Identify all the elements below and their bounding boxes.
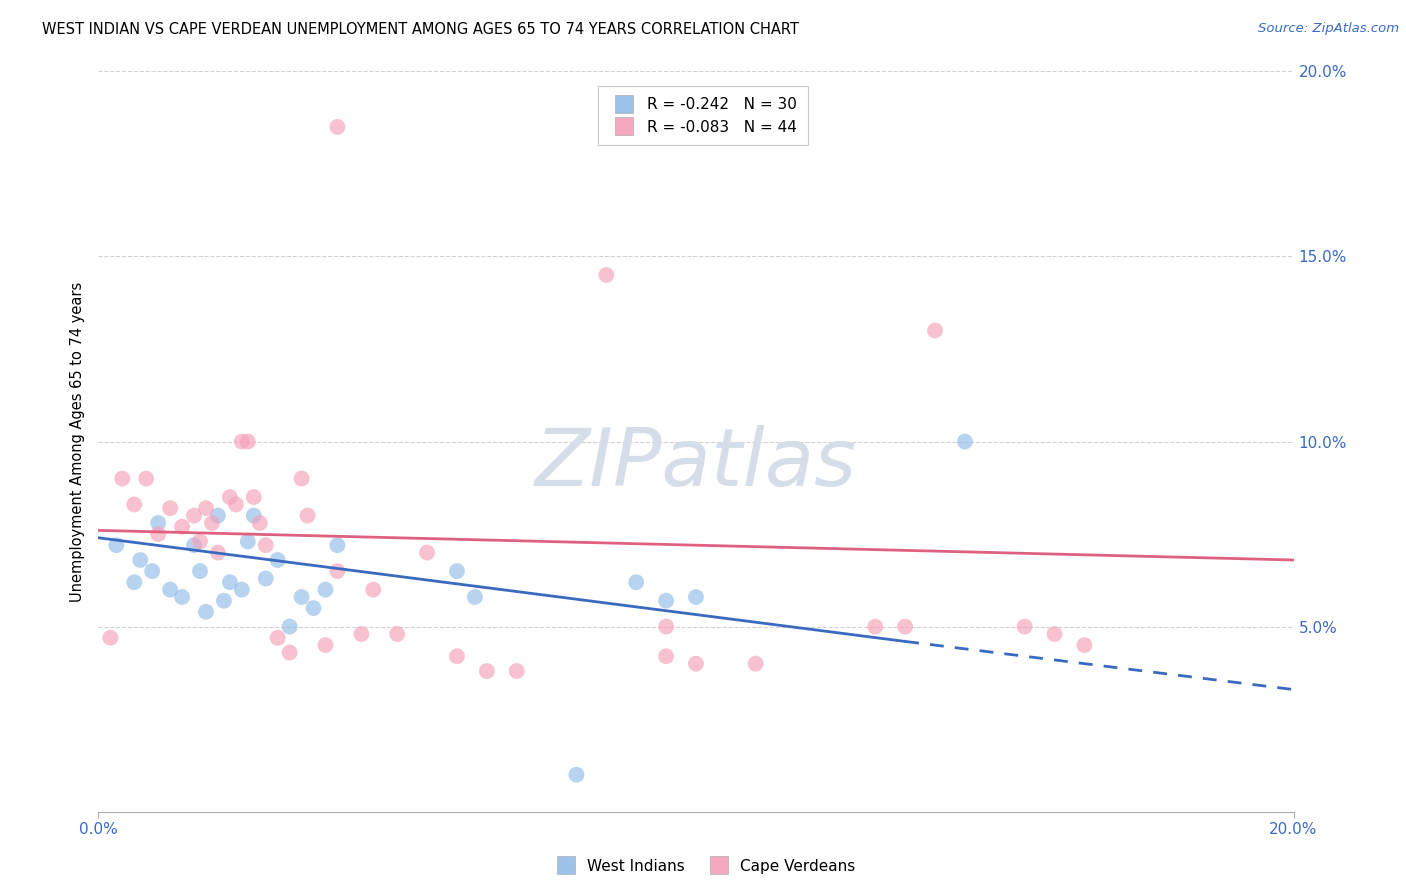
Point [865, 619, 887, 633]
Point [219, 490, 242, 504]
Point [302, 601, 325, 615]
Point [685, 590, 707, 604]
Point [655, 619, 678, 633]
Point [464, 590, 486, 604]
Point [135, 472, 157, 486]
Point [685, 657, 707, 671]
Point [201, 516, 224, 530]
Point [212, 593, 235, 607]
Point [350, 627, 373, 641]
Point [249, 516, 271, 530]
Point [172, 519, 194, 533]
Point [297, 508, 319, 523]
Point [148, 516, 170, 530]
Point [148, 527, 170, 541]
Point [183, 508, 205, 523]
Point [219, 575, 242, 590]
Point [894, 619, 917, 633]
Point [326, 564, 349, 578]
Point [655, 593, 678, 607]
Point [254, 538, 277, 552]
Legend: West Indians, Cape Verdeans: West Indians, Cape Verdeans [544, 853, 862, 880]
Point [278, 619, 301, 633]
Point [446, 649, 468, 664]
Point [565, 767, 588, 781]
Point [159, 582, 181, 597]
Point [953, 434, 976, 449]
Point [98, 631, 122, 645]
Point [506, 664, 529, 678]
Point [129, 553, 152, 567]
Point [626, 575, 648, 590]
Point [183, 538, 205, 552]
Point [231, 434, 253, 449]
Point [124, 575, 146, 590]
Point [243, 508, 266, 523]
Point [195, 501, 218, 516]
Point [475, 664, 498, 678]
Point [326, 120, 349, 134]
Point [188, 564, 211, 578]
Point [385, 627, 409, 641]
Point [267, 553, 290, 567]
Point [291, 472, 314, 486]
Y-axis label: Unemployment Among Ages 65 to 74 years: Unemployment Among Ages 65 to 74 years [70, 281, 86, 602]
Text: ZIPatlas: ZIPatlas [534, 425, 858, 503]
Point [236, 534, 259, 549]
Point [207, 545, 229, 560]
Point [124, 498, 146, 512]
Point [416, 545, 439, 560]
Point [195, 605, 218, 619]
Point [315, 638, 337, 652]
Point [207, 508, 229, 523]
Point [315, 582, 337, 597]
Text: WEST INDIAN VS CAPE VERDEAN UNEMPLOYMENT AMONG AGES 65 TO 74 YEARS CORRELATION C: WEST INDIAN VS CAPE VERDEAN UNEMPLOYMENT… [42, 22, 799, 37]
Text: Source: ZipAtlas.com: Source: ZipAtlas.com [1258, 22, 1399, 36]
Point [745, 657, 768, 671]
Point [267, 631, 290, 645]
Point [105, 538, 128, 552]
Point [655, 649, 678, 664]
Point [924, 324, 946, 338]
Point [111, 472, 134, 486]
Point [278, 646, 301, 660]
Point [141, 564, 163, 578]
Point [326, 538, 349, 552]
Point [225, 498, 247, 512]
Point [363, 582, 385, 597]
Point [159, 501, 181, 516]
Point [1043, 627, 1066, 641]
Point [231, 582, 253, 597]
Point [172, 590, 194, 604]
Point [446, 564, 468, 578]
Point [595, 268, 617, 282]
Legend: R = -0.242   N = 30, R = -0.083   N = 44: R = -0.242 N = 30, R = -0.083 N = 44 [599, 87, 808, 145]
Point [291, 590, 314, 604]
Point [243, 490, 266, 504]
Point [236, 434, 259, 449]
Point [254, 572, 277, 586]
Point [1014, 619, 1036, 633]
Point [188, 534, 211, 549]
Point [1073, 638, 1095, 652]
